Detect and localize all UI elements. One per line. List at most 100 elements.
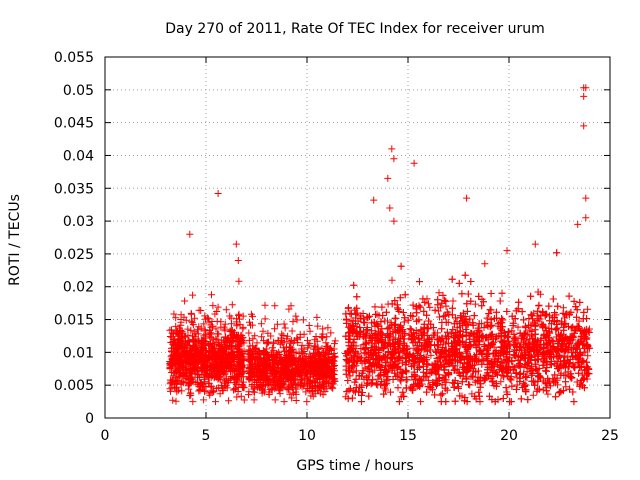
data-point [289,318,297,326]
data-point [455,383,462,391]
data-point [271,396,279,404]
data-point [176,361,184,369]
data-point [584,343,592,351]
data-point [220,323,228,331]
data-point [544,390,552,398]
data-point [555,389,563,397]
data-point [554,302,562,310]
data-point [583,315,591,322]
data-point [584,365,592,373]
data-point [207,323,215,331]
data-point [169,396,177,404]
data-point [245,336,253,344]
data-point [328,374,336,382]
data-point [443,386,451,394]
data-point [407,384,415,392]
data-point [535,302,543,310]
data-point [209,349,217,357]
data-point [376,372,384,380]
data-point [476,398,484,406]
data-point [478,360,486,368]
data-point [361,358,369,365]
data-point [251,360,259,368]
data-point [562,378,569,386]
data-point [578,362,585,370]
data-point [258,333,266,341]
data-point [379,352,387,360]
data-point [365,359,373,367]
data-point [442,398,450,406]
data-point [258,359,266,367]
data-point [372,329,380,337]
data-point [427,320,435,328]
data-point [358,398,365,406]
data-point [312,382,320,390]
data-point [348,354,355,362]
data-point [437,391,445,399]
data-point [475,292,483,300]
data-point [313,345,321,353]
data-point [520,316,528,324]
data-point [174,352,182,360]
data-point [232,342,240,350]
data-point [581,348,589,356]
data-point [195,387,203,395]
data-point [195,337,203,345]
data-point [270,375,278,383]
data-point [528,371,536,379]
data-point [553,249,561,257]
data-point [321,372,329,380]
data-point [285,305,293,313]
data-point [503,308,511,315]
data-point [296,333,304,341]
data-point [245,346,253,354]
data-point [358,354,366,362]
data-point [567,374,575,382]
data-point [229,373,237,381]
data-point [480,341,488,349]
data-point [278,357,286,365]
data-point [177,318,185,326]
data-point [264,329,272,337]
data-point [512,351,519,359]
data-point [445,371,453,379]
data-point [323,333,331,341]
data-point [484,322,492,330]
data-point [515,361,523,369]
data-point [450,383,458,391]
data-point [383,377,391,385]
data-point [461,312,469,320]
data-point [376,361,384,369]
data-point [320,368,328,376]
data-point [575,317,583,325]
data-point [283,343,290,351]
data-point [214,303,222,311]
data-point [544,340,552,348]
data-point [320,381,328,389]
data-point [469,361,477,369]
data-point [196,373,204,381]
data-point [396,356,404,364]
data-point [436,313,443,321]
data-point [277,353,285,361]
data-point [235,351,242,359]
data-point [523,359,531,367]
data-point [252,344,260,352]
data-point [248,321,256,329]
data-point [438,390,446,398]
data-point [262,345,270,353]
data-point [263,374,271,382]
data-point [432,380,440,387]
data-point [467,297,475,305]
data-point [399,309,407,316]
data-point [273,360,281,368]
data-point [498,327,506,335]
data-point [328,383,336,391]
data-point [208,291,215,299]
data-point [212,358,220,366]
data-point [197,363,205,371]
data-point [271,374,279,382]
data-point [575,351,583,359]
data-point [208,318,216,325]
data-point [180,359,188,367]
